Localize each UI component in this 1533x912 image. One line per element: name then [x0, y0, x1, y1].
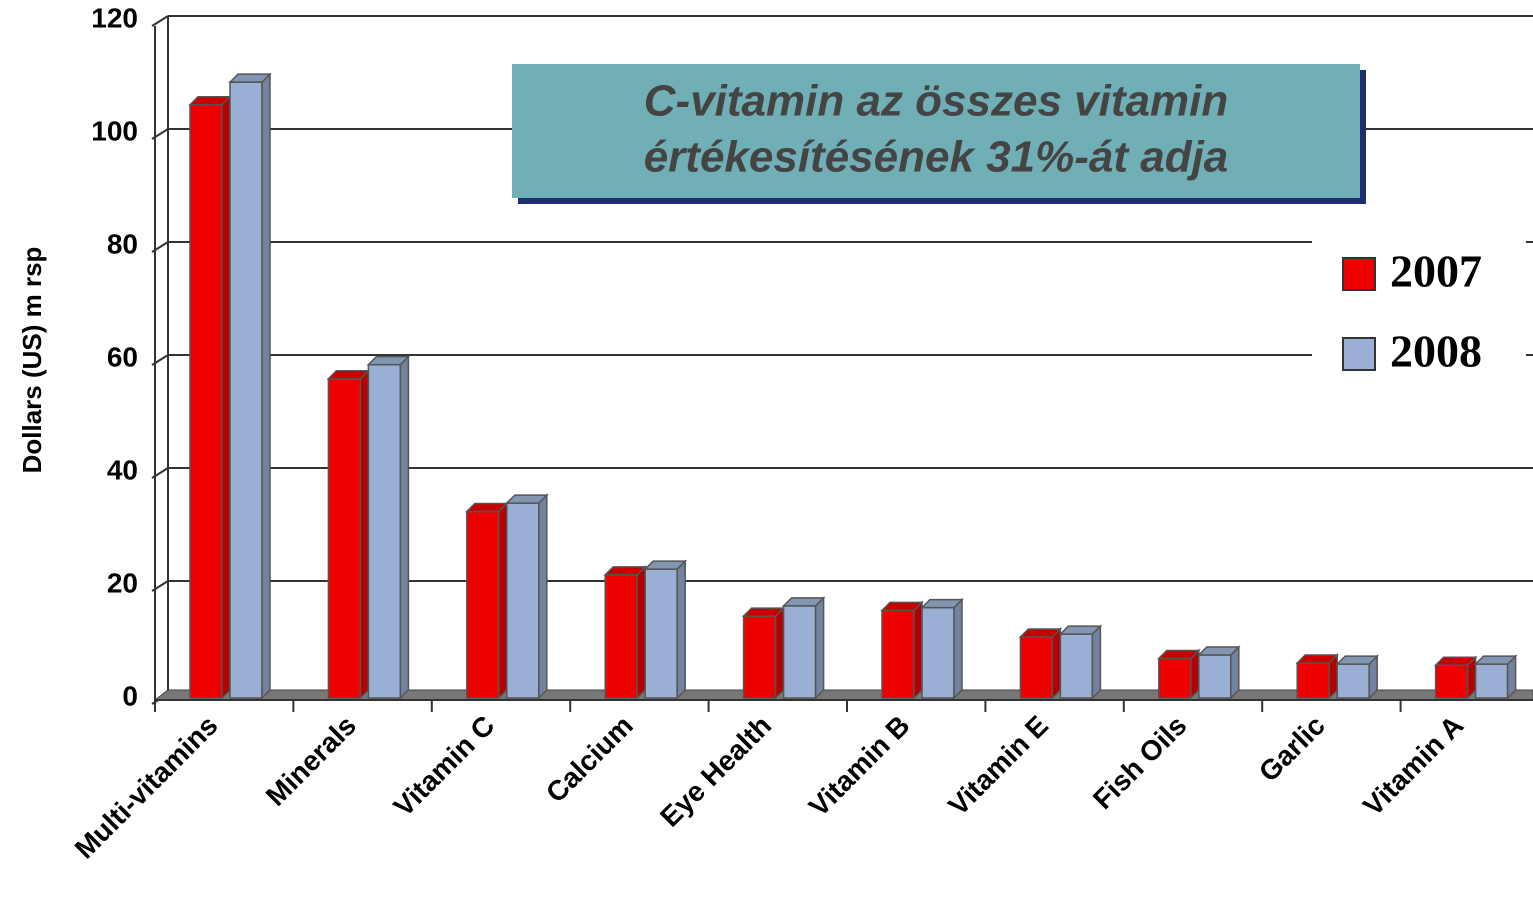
- bar: [881, 609, 915, 699]
- bar-side: [1091, 624, 1102, 700]
- y-tick-label: 100: [91, 115, 138, 146]
- x-tick-label: Vitamin C: [388, 710, 501, 823]
- bar-top: [741, 607, 786, 617]
- bar: [1474, 663, 1509, 699]
- annotation-text: értékesítésének 31%-át adja: [644, 133, 1229, 182]
- bar-top: [1018, 628, 1063, 638]
- bar: [506, 502, 540, 699]
- y-tick-label: 120: [91, 2, 138, 33]
- bar-top: [1295, 654, 1340, 664]
- bar: [1158, 657, 1192, 699]
- legend-label: 2008: [1390, 326, 1482, 377]
- x-tick-label: Fish Oils: [1087, 710, 1193, 816]
- bar-top: [188, 96, 232, 106]
- bar-side: [359, 368, 370, 700]
- bar-top: [228, 73, 272, 83]
- bar: [1059, 633, 1094, 699]
- x-tick-label: Minerals: [260, 710, 362, 812]
- bar-side: [814, 596, 825, 700]
- bar-top: [643, 560, 688, 570]
- y-tick-label: 60: [107, 341, 138, 372]
- x-tick-label: Calcium: [540, 710, 639, 809]
- bar: [367, 363, 402, 699]
- bar: [1198, 654, 1232, 699]
- x-tick-label: Multi-vitamins: [69, 710, 224, 865]
- x-tick-label: Garlic: [1253, 710, 1331, 788]
- bar-side: [636, 565, 646, 700]
- bar: [189, 104, 223, 699]
- bar: [604, 574, 638, 699]
- x-tick-label: Vitamin B: [803, 710, 916, 823]
- x-tick-label: Eye Health: [654, 710, 777, 833]
- bar-side: [498, 501, 508, 700]
- y-tick-label: 0: [122, 680, 138, 711]
- bar-top: [880, 601, 924, 612]
- bar-top: [1433, 656, 1478, 666]
- bar-side: [399, 354, 410, 700]
- bar: [644, 568, 678, 699]
- bar: [229, 81, 263, 699]
- bar: [782, 605, 817, 699]
- legend-swatch: [1342, 337, 1376, 371]
- y-tick-label: 20: [107, 567, 138, 598]
- bar-top: [504, 494, 549, 504]
- x-tick-label: Vitamin E: [942, 710, 1054, 822]
- bar-top: [326, 370, 371, 380]
- y-tick-label: 40: [107, 454, 138, 485]
- bar-side: [221, 94, 231, 700]
- tick-mark: [151, 15, 169, 27]
- bar-top: [366, 355, 411, 366]
- bar-top: [1335, 655, 1380, 665]
- legend-label: 2007: [1390, 246, 1482, 297]
- bar-top: [603, 566, 648, 576]
- legend-swatch: [1342, 257, 1376, 291]
- bar: [742, 615, 777, 699]
- bar-top: [1473, 655, 1518, 665]
- bar-side: [774, 606, 785, 700]
- bar: [1296, 662, 1330, 699]
- bar: [1336, 663, 1370, 699]
- bar: [327, 378, 362, 699]
- bar: [921, 606, 955, 699]
- bar-side: [538, 493, 548, 700]
- bar-top: [1196, 646, 1241, 656]
- x-tick-label: Vitamin A: [1357, 710, 1469, 822]
- bar-side: [913, 600, 923, 700]
- bar-top: [920, 598, 964, 609]
- y-axis-label: Dollars (US) m rsp: [17, 247, 47, 474]
- bar-side: [261, 72, 271, 700]
- bar-top: [781, 597, 826, 607]
- bar: [1019, 636, 1054, 699]
- annotation-text: C-vitamin az összes vitamin: [644, 77, 1228, 126]
- bar-top: [1058, 625, 1103, 635]
- bar: [1434, 664, 1469, 699]
- bar-top: [1156, 649, 1201, 660]
- y-tick-label: 80: [107, 228, 138, 259]
- bar-side: [1051, 627, 1062, 700]
- bar-top: [464, 502, 509, 513]
- bar-side: [676, 559, 686, 700]
- bar: [466, 510, 500, 699]
- bar-side: [953, 597, 963, 700]
- annotation-box: [512, 64, 1360, 198]
